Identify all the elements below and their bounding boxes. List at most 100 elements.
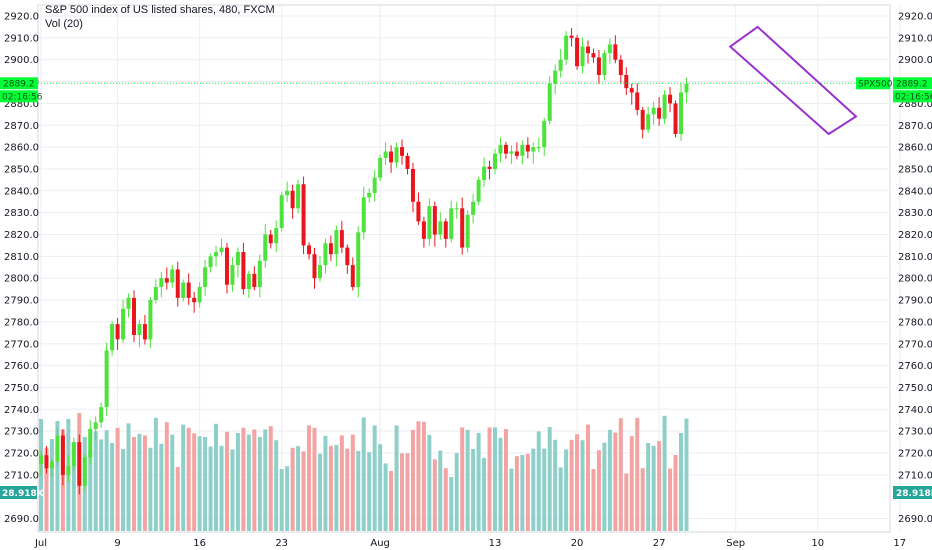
- volume-tag-left: 28.918K: [2, 489, 45, 499]
- y-tick-label-left: 2790.0: [4, 296, 39, 307]
- candle: [88, 428, 93, 458]
- volume-bar: [520, 455, 525, 531]
- candle: [536, 147, 541, 149]
- candle: [246, 273, 251, 290]
- candle: [208, 256, 213, 268]
- candle: [328, 243, 333, 255]
- x-tick-label: 23: [275, 538, 288, 549]
- volume-bar: [596, 450, 601, 531]
- candle: [651, 107, 656, 115]
- volume-bar: [290, 447, 295, 531]
- volume-bar: [553, 439, 558, 531]
- volume-bar: [361, 417, 366, 531]
- candle: [235, 251, 240, 266]
- candle: [214, 251, 219, 257]
- volume-bar: [268, 426, 273, 531]
- y-tick-label-right: 2870.0: [898, 121, 932, 132]
- candle: [460, 208, 465, 248]
- candle: [684, 83, 689, 93]
- volume-bar: [454, 453, 459, 531]
- candle: [487, 166, 492, 169]
- candle: [312, 254, 317, 279]
- volume-bar: [416, 421, 421, 531]
- candles: [39, 28, 689, 495]
- volume-bar: [624, 473, 629, 531]
- time-tag-right-bg: [893, 90, 932, 103]
- candle: [618, 59, 623, 75]
- volume-bar: [44, 447, 49, 531]
- y-tick-label-right: 2720.0: [898, 449, 932, 460]
- candle: [503, 144, 508, 154]
- candle: [629, 88, 634, 93]
- candle: [668, 94, 673, 104]
- candle: [482, 166, 487, 180]
- candle: [350, 265, 355, 287]
- volume-bar: [394, 425, 399, 531]
- candle: [181, 282, 186, 298]
- y-tick-label-right: 2740.0: [898, 405, 932, 416]
- y-tick-label-left: 2760.0: [4, 361, 39, 372]
- candle: [192, 297, 197, 303]
- candle: [142, 324, 147, 340]
- volume-bar: [334, 445, 339, 531]
- candle: [465, 214, 470, 248]
- channel-drawing: [728, 25, 858, 136]
- volume-bar: [514, 456, 519, 531]
- y-tick-label-right: 2860.0: [898, 143, 932, 154]
- volume-bar: [208, 446, 213, 531]
- y-tick-label-left: 2730.0: [4, 427, 39, 438]
- candle: [547, 83, 552, 121]
- candle: [274, 227, 279, 244]
- volume-bar: [241, 427, 246, 531]
- volume-bar: [607, 429, 612, 531]
- volume-bar: [503, 429, 508, 531]
- candle: [657, 107, 662, 119]
- x-tick-label: 13: [489, 538, 502, 549]
- candle: [301, 184, 306, 246]
- candle: [186, 282, 191, 298]
- volume-bar: [618, 418, 623, 531]
- y-tick-label-left: 2880.0: [4, 99, 39, 110]
- volume-bar: [421, 421, 426, 531]
- candle: [361, 197, 366, 233]
- volume-bar: [350, 434, 355, 531]
- candle: [438, 221, 443, 235]
- volume-bar: [372, 425, 377, 531]
- price-tag-left: 2889.2: [3, 79, 35, 89]
- candle: [580, 46, 585, 67]
- candle: [586, 46, 590, 54]
- candle: [77, 442, 82, 486]
- volume-bar: [613, 432, 618, 531]
- candle: [427, 206, 432, 239]
- y-tick-label-left: 2780.0: [4, 317, 39, 328]
- candle: [624, 74, 629, 89]
- y-tick-label-left: 2800.0: [4, 274, 39, 285]
- candle: [268, 234, 273, 244]
- volume-bar: [148, 447, 153, 531]
- axes: 2920.02920.02910.02910.02900.02900.02890…: [0, 12, 932, 549]
- candle: [307, 245, 312, 255]
- x-tick-label: Aug: [370, 538, 390, 549]
- volume-bar: [110, 443, 115, 531]
- y-tick-label-left: 2860.0: [4, 143, 39, 154]
- volume-bar: [640, 468, 645, 531]
- volume-bar: [651, 445, 656, 531]
- candle: [99, 407, 104, 423]
- volume-bar: [678, 433, 683, 531]
- y-tick-label-left: 2840.0: [4, 186, 39, 197]
- candle: [334, 230, 339, 255]
- volume-bar: [662, 415, 667, 531]
- price-tag-left-bg: [0, 77, 38, 90]
- y-tick-label-right: 2820.0: [898, 230, 932, 241]
- candle: [416, 201, 421, 222]
- candle: [383, 151, 388, 159]
- volume-bar: [591, 469, 596, 531]
- volume-bar: [186, 427, 191, 531]
- candle: [224, 247, 229, 285]
- x-tick-label: Sep: [726, 538, 745, 549]
- volume-bar: [629, 436, 634, 531]
- volume-bar: [307, 425, 312, 531]
- y-tick-label-left: 2900.0: [4, 55, 39, 66]
- volume-bar: [575, 434, 580, 531]
- volume-bar: [170, 434, 175, 531]
